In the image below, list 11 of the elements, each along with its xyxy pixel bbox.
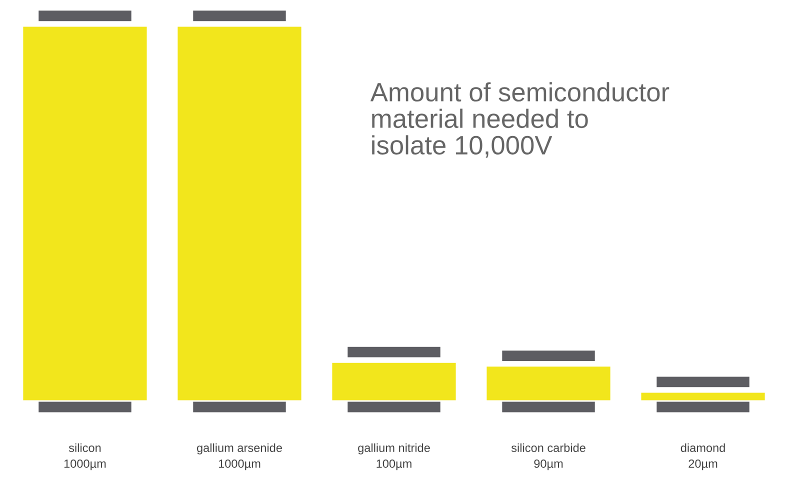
data-label: 20µm xyxy=(688,459,718,470)
x-tick-label: silicon carbide xyxy=(511,443,586,452)
data-label: 1000µm xyxy=(218,459,260,470)
x-tick-label: gallium arsenide xyxy=(197,443,282,454)
data-label: 1000µm xyxy=(64,459,106,470)
x-tick-label: silicon xyxy=(68,443,101,452)
x-tick-label: diamond xyxy=(680,443,725,452)
text: Amount of semiconductor material needed to isolate 10,000V xyxy=(370,82,670,158)
x-tick-label: gallium nitride xyxy=(358,443,430,454)
data-label: 100µm xyxy=(376,459,412,470)
data-label: 90µm xyxy=(534,459,563,470)
